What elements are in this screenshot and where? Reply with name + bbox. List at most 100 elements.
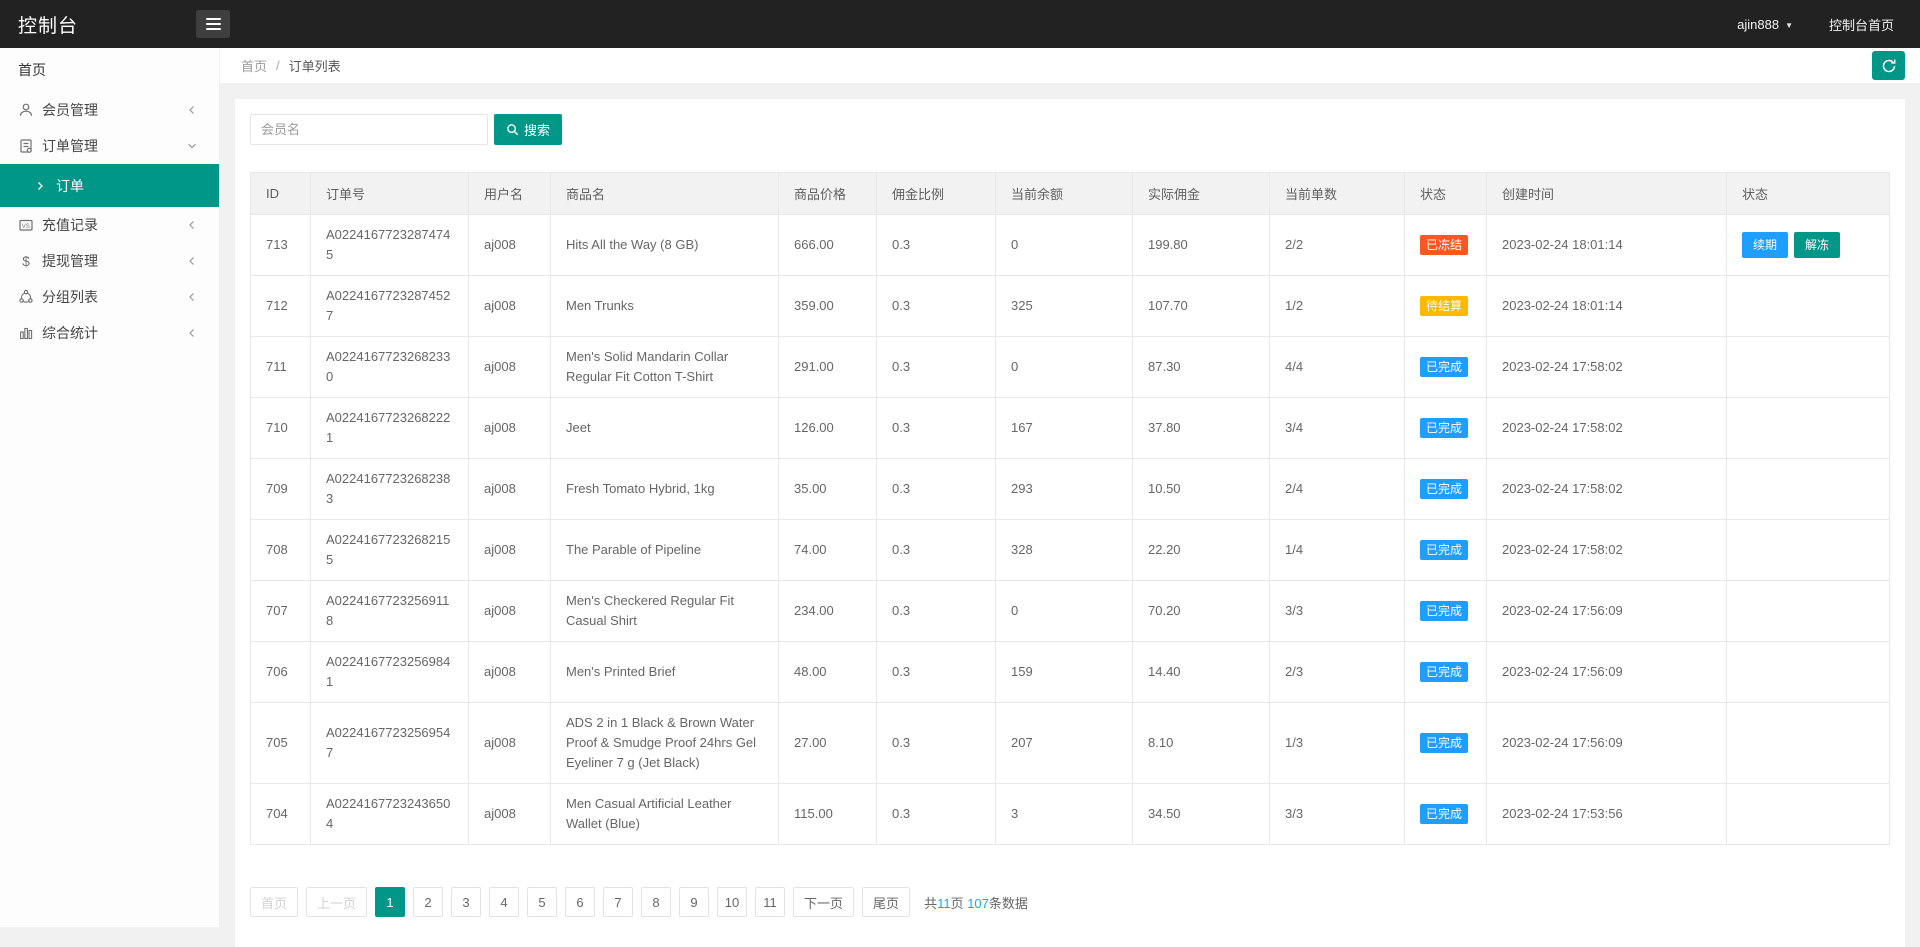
- table-row: 708 A02241677232682155 aj008 The Parable of…: [250, 519, 1890, 581]
- cell-count: 4/4: [1269, 336, 1405, 398]
- table-row: 704 A02241677232436504 aj008 Men Casual Art…: [250, 783, 1890, 845]
- cell-actions: [1726, 641, 1890, 703]
- cell-actions: [1726, 702, 1890, 784]
- page-first-button: 首页: [250, 887, 299, 917]
- table-row: 712 A02241677232874527 aj008 Men Trunks 359.…: [250, 275, 1890, 337]
- cell-price: 35.00: [778, 458, 877, 520]
- cell-created: 2023-02-24 17:58:02: [1486, 458, 1727, 520]
- breadcrumb-home-link[interactable]: 首页: [241, 59, 268, 74]
- chevron-left-icon: [187, 292, 197, 302]
- page-last-button[interactable]: 尾页: [862, 887, 911, 917]
- page-number-2[interactable]: 2: [413, 887, 444, 917]
- user-dropdown[interactable]: ajin888 ▼: [1737, 17, 1793, 32]
- cell-price: 48.00: [778, 641, 877, 703]
- page-number-10[interactable]: 10: [717, 887, 748, 917]
- page-number-11[interactable]: 11: [755, 887, 786, 917]
- page-number-5[interactable]: 5: [527, 887, 558, 917]
- menu-toggle-button[interactable]: [196, 10, 230, 38]
- page-number-3[interactable]: 3: [451, 887, 482, 917]
- cell-actions: [1726, 397, 1890, 459]
- cell-ratio: 0.3: [876, 702, 996, 784]
- cell-balance: 325: [995, 275, 1133, 337]
- cell-id: 713: [250, 214, 311, 276]
- console-home-link[interactable]: 控制台首页: [1828, 17, 1894, 33]
- orders-table: ID 订单号 用户名 商品名 商品价格 佣金比例 当前余额 实际佣金 当前单数 状态 创建时间 状态 …: [250, 172, 1890, 845]
- page-number-6[interactable]: 6: [565, 887, 596, 917]
- svg-text:VS: VS: [22, 224, 30, 230]
- page-number-4[interactable]: 4: [489, 887, 520, 917]
- sidebar-item-label: 会员管理: [42, 102, 98, 118]
- cell-created: 2023-02-24 18:01:14: [1486, 214, 1727, 276]
- status-badge: 待结算: [1420, 296, 1469, 316]
- cell-ratio: 0.3: [876, 783, 996, 845]
- cell-count: 3/4: [1269, 397, 1405, 459]
- status-badge: 已完成: [1420, 662, 1469, 682]
- cell-balance: 167: [995, 397, 1133, 459]
- cell-created: 2023-02-24 17:56:09: [1486, 641, 1727, 703]
- cell-count: 1/4: [1269, 519, 1405, 581]
- table-body: 713 A02241677232874745 aj008 Hits All the W…: [250, 214, 1890, 845]
- cell-ratio: 0.3: [876, 641, 996, 703]
- sidebar-item-groups[interactable]: 分组列表: [0, 279, 219, 315]
- cell-ratio: 0.3: [876, 397, 996, 459]
- cell-order_no: A02241677232682221: [310, 397, 469, 459]
- page-number-1[interactable]: 1: [375, 887, 406, 917]
- renew-button[interactable]: 续期: [1742, 232, 1789, 258]
- cell-username: aj008: [468, 397, 551, 459]
- cell-status: 待结算: [1404, 275, 1487, 337]
- cell-balance: 207: [995, 702, 1133, 784]
- sidebar-item-label: 提现管理: [42, 253, 98, 269]
- cell-commission: 8.10: [1132, 702, 1270, 784]
- chevron-left-icon: [187, 220, 197, 230]
- cell-id: 712: [250, 275, 311, 337]
- cell-order_no: A02241677232874745: [310, 214, 469, 276]
- sidebar-item-home[interactable]: 首页: [18, 62, 46, 78]
- sidebar-item-orders[interactable]: 订单管理: [0, 128, 219, 164]
- table-header-row: ID 订单号 用户名 商品名 商品价格 佣金比例 当前余额 实际佣金 当前单数 状态 创建时间 状态: [250, 172, 1890, 215]
- cell-actions: [1726, 336, 1890, 398]
- cell-product: The Parable of Pipeline: [550, 519, 779, 581]
- page-number-9[interactable]: 9: [679, 887, 710, 917]
- cell-commission: 37.80: [1132, 397, 1270, 459]
- sidebar-item-members[interactable]: 会员管理: [0, 92, 219, 128]
- cell-price: 74.00: [778, 519, 877, 581]
- cell-username: aj008: [468, 275, 551, 337]
- cell-count: 1/3: [1269, 702, 1405, 784]
- search-input[interactable]: [250, 114, 488, 145]
- cell-created: 2023-02-24 17:58:02: [1486, 397, 1727, 459]
- cell-balance: 0: [995, 336, 1133, 398]
- sidebar-item-recharge[interactable]: VS 充值记录: [0, 207, 219, 243]
- sidebar-subitem-order-list-active[interactable]: 订单: [0, 164, 219, 207]
- sidebar-item-withdraw[interactable]: $ 提现管理: [0, 243, 219, 279]
- chevron-left-icon: [187, 328, 197, 338]
- recharge-icon: VS: [18, 217, 34, 233]
- cell-balance: 159: [995, 641, 1133, 703]
- sidebar-item-stats[interactable]: 综合统计: [0, 315, 219, 351]
- cell-count: 2/4: [1269, 458, 1405, 520]
- page-next-button[interactable]: 下一页: [793, 887, 855, 917]
- cell-actions: [1726, 783, 1890, 845]
- breadcrumb-separator: /: [276, 58, 280, 73]
- cell-created: 2023-02-24 17:56:09: [1486, 702, 1727, 784]
- cell-ratio: 0.3: [876, 458, 996, 520]
- cell-ratio: 0.3: [876, 214, 996, 276]
- cell-actions: [1726, 275, 1890, 337]
- column-header: 当前余额: [995, 172, 1133, 215]
- search-button[interactable]: 搜索: [494, 114, 563, 145]
- hamburger-icon: [205, 18, 221, 20]
- sidebar: 首页 会员管理订单管理 订单 VS 充值记录 $ 提现管理 分组列表 综合统计: [0, 48, 220, 927]
- cell-balance: 3: [995, 783, 1133, 845]
- table-row: 706 A02241677232569841 aj008 Men's Printed …: [250, 641, 1890, 703]
- status-badge: 已完成: [1420, 418, 1469, 438]
- refresh-button[interactable]: [1872, 51, 1905, 80]
- cell-product: ADS 2 in 1 Black & Brown Water Proof & S…: [550, 702, 779, 784]
- cell-status: 已冻结: [1404, 214, 1487, 276]
- cell-username: aj008: [468, 783, 551, 845]
- unfreeze-button[interactable]: 解冻: [1794, 232, 1841, 258]
- cell-price: 359.00: [778, 275, 877, 337]
- page-number-7[interactable]: 7: [603, 887, 634, 917]
- cell-price: 27.00: [778, 702, 877, 784]
- cell-commission: 22.20: [1132, 519, 1270, 581]
- cell-balance: 0: [995, 580, 1133, 642]
- page-number-8[interactable]: 8: [641, 887, 672, 917]
